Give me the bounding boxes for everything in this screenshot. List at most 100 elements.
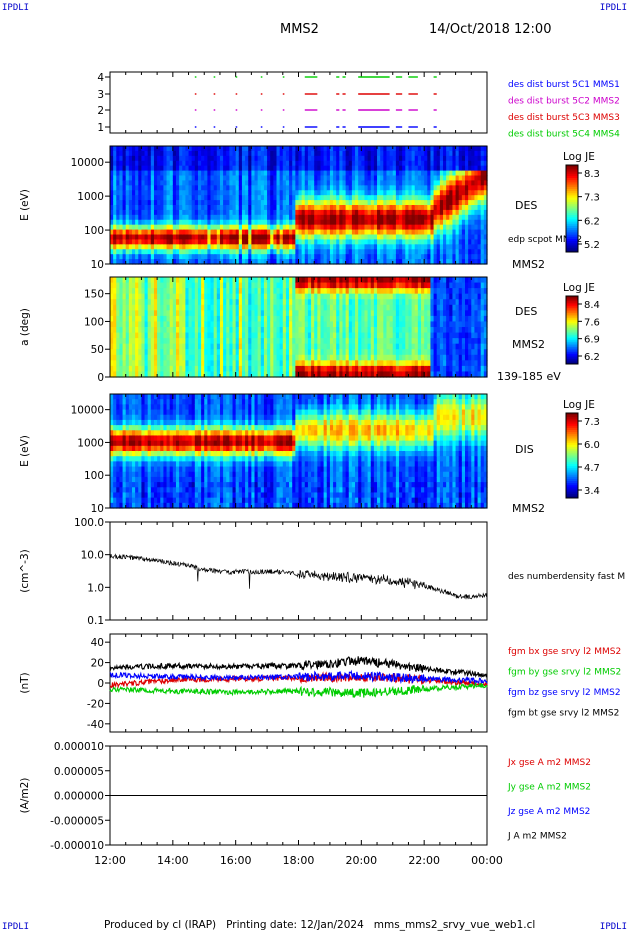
burst-ytick-2-label: 2 — [97, 105, 104, 117]
dis-energy-ylabel: E (eV) — [19, 435, 31, 467]
pitch-angle-instrument-label: DES — [515, 305, 537, 318]
pitch-angle-ytick-50-label: 50 — [91, 344, 104, 356]
pitch-angle-colorbar — [566, 296, 578, 365]
des-energy-instrument-label: DES — [515, 199, 537, 212]
current-ylabel: (A/m2) — [19, 778, 31, 814]
magnetic-field-legend-3: fgm bz gse srvy l2 MMS2 — [508, 688, 621, 698]
footer-credits: Produced by cl (IRAP) Printing date: 12/… — [104, 919, 536, 931]
des-energy-colorbar-tick-label: 7.3 — [584, 193, 600, 204]
magnetic-field-ytick-m20-label: -20 — [87, 698, 104, 710]
magnetic-field-ytick-20-label: 20 — [91, 658, 104, 670]
des-energy-ytick-1000-label: 1000 — [77, 191, 104, 203]
dis-energy-cells — [110, 394, 488, 509]
burst-ytick-4-label: 4 — [97, 72, 104, 84]
pitch-angle-energy-range: 139-185 eV — [497, 370, 561, 383]
magnetic-field-ytick-40-label: 40 — [91, 637, 104, 649]
current-legend-3: Jz gse A m2 MMS2 — [507, 807, 590, 817]
pitch-angle-ylabel: a (deg) — [19, 308, 31, 346]
magnetic-field-legend-1: fgm bx gse srvy l2 MMS2 — [508, 647, 621, 657]
plot-datetime: 14/Oct/2018 12:00 — [429, 22, 552, 37]
x-tick-label-3: 18:00 — [283, 854, 315, 867]
density-legend: des numberdensity fast M — [508, 572, 625, 582]
des-energy-ylabel: E (eV) — [19, 189, 31, 221]
pitch-angle-colorbar-tick-label: 7.6 — [584, 317, 600, 328]
pitch-angle-station-label: MMS2 — [512, 338, 545, 351]
corner-label-top-left: IPDLI — [2, 3, 30, 13]
dis-energy-colorbar-tick-label: 7.3 — [584, 417, 600, 428]
dis-energy-colorbar-tick-label: 6.0 — [584, 440, 600, 451]
dis-energy-station-label: MMS2 — [512, 502, 545, 515]
dis-energy-colorbar-frame — [565, 412, 579, 499]
pitch-angle-ytick-0-label: 0 — [97, 372, 104, 384]
burst-ytick-1-label: 1 — [97, 122, 104, 134]
magnetic-field-series-2 — [109, 681, 488, 699]
density-ytick-0-1-label: 0.1 — [87, 615, 104, 627]
current-legend-2: Jy gse A m2 MMS2 — [507, 783, 591, 793]
dis-energy-ytick-10000-label: 10000 — [71, 405, 104, 417]
density-ytick-100-0-label: 100.0 — [74, 517, 104, 529]
pitch-angle-colorbar-tick-label: 6.9 — [584, 335, 600, 346]
des-energy-colorbar-tick-label: 8.3 — [584, 169, 600, 180]
dis-energy-ytick-10-label: 10 — [91, 503, 104, 515]
des-energy-ytick-100-label: 100 — [84, 225, 104, 237]
des-energy-colorbar-tick-label: 6.2 — [584, 216, 600, 227]
dis-energy-ytick-100-label: 100 — [84, 470, 104, 482]
burst-panel-frame — [109, 71, 488, 134]
des-energy-colorbar — [566, 165, 578, 253]
des-energy-colorbar-title: Log JE — [563, 151, 595, 163]
des-pitch-angle-cells — [110, 277, 488, 378]
current-ytick-2-label: 0.000000 — [54, 791, 104, 803]
pitch-angle-ytick-100-label: 100 — [84, 316, 104, 328]
current-ytick-1-label: -0.000005 — [50, 815, 104, 827]
x-tick-label-0: 12:00 — [94, 854, 126, 867]
pitch-angle-colorbar-tick-label: 6.2 — [584, 352, 600, 363]
current-ytick-4-label: 0.000010 — [54, 741, 104, 753]
magnetic-field-frame — [109, 633, 488, 733]
dis-energy-ytick-1000-label: 1000 — [77, 437, 104, 449]
dis-energy-colorbar — [566, 413, 578, 499]
magnetic-field-legend-4: fgm bt gse srvy l2 MMS2 — [508, 709, 619, 719]
x-tick-label-5: 22:00 — [408, 854, 440, 867]
density-ylabel: (cm^-3) — [19, 549, 31, 592]
des-energy-colorbar-tick-label: 5.2 — [584, 240, 600, 251]
current-legend-4: J A m2 MMS2 — [507, 832, 567, 842]
x-tick-label-2: 16:00 — [220, 854, 252, 867]
dis-energy-instrument-label: DIS — [515, 443, 534, 456]
magnetic-field-ylabel: (nT) — [19, 672, 31, 693]
x-tick-label-6: 00:00 — [471, 854, 503, 867]
density-ytick-1-0-label: 1.0 — [87, 582, 104, 594]
magnetic-field-ytick-m40-label: -40 — [87, 719, 104, 731]
x-tick-label-4: 20:00 — [345, 854, 377, 867]
magnetic-field-legend-2: fgm by gse srvy l2 MMS2 — [508, 668, 621, 678]
burst-legend-3: des dist burst 5C3 MMS3 — [508, 113, 620, 123]
density-ytick-10-0-label: 10.0 — [81, 550, 104, 562]
density-series-line — [109, 553, 488, 600]
corner-label-bottom-left: IPDLI — [2, 922, 30, 932]
burst-legend-2: des dist burst 5C2 MMS2 — [508, 97, 620, 107]
des-energy-colorbar-frame — [565, 164, 579, 253]
magnetic-field-ytick-0-label: 0 — [97, 678, 104, 690]
pitch-angle-ytick-150-label: 150 — [84, 289, 104, 301]
corner-label-bottom-right: IPDLI — [599, 922, 627, 932]
magnetic-field-series-3 — [109, 669, 488, 685]
current-ytick-3-label: 0.000005 — [54, 766, 104, 778]
pitch-angle-colorbar-title: Log JE — [563, 282, 595, 294]
dis-energy-colorbar-title: Log JE — [563, 399, 595, 411]
dis-energy-colorbar-tick-label: 4.7 — [584, 463, 600, 474]
des-energy-station-label: MMS2 — [512, 258, 545, 271]
current-legend-1: Jx gse A m2 MMS2 — [507, 758, 591, 768]
corner-label-top-right: IPDLI — [599, 3, 627, 13]
current-ytick-0-label: -0.000010 — [50, 840, 104, 852]
dis-energy-colorbar-tick-label: 3.4 — [584, 486, 600, 497]
burst-legend-4: des dist burst 5C4 MMS4 — [508, 130, 620, 140]
burst-legend-1: des dist burst 5C1 MMS1 — [508, 80, 620, 90]
magnetic-field-series-4 — [109, 656, 488, 679]
mission-title: MMS2 — [280, 22, 319, 37]
pitch-angle-colorbar-tick-label: 8.4 — [584, 300, 600, 311]
density-frame — [109, 521, 488, 621]
des-energy-ytick-10-label: 10 — [91, 259, 104, 271]
des-energy-ytick-10000-label: 10000 — [71, 157, 104, 169]
burst-ytick-3-label: 3 — [97, 89, 104, 101]
pitch-angle-colorbar-frame — [565, 295, 579, 365]
